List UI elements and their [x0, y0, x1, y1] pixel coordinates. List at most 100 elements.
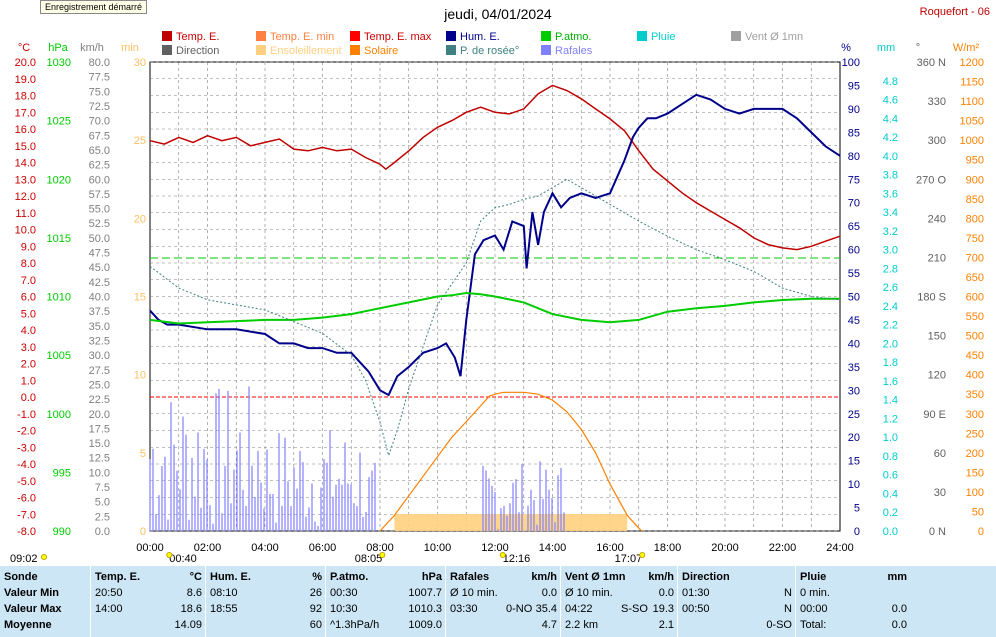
sun-marker-icon	[639, 552, 646, 558]
stats-row: 01:30 N	[682, 587, 792, 602]
temp-tick-label: 5.0	[21, 308, 36, 320]
stats-header-label: Vent Ø 1mn	[565, 571, 626, 583]
mm-tick-label: 4.0	[883, 151, 898, 163]
temp-tick-label: 18.0	[15, 91, 36, 103]
kmh-tick-label: 37.5	[89, 306, 110, 318]
record-status-button[interactable]: Enregistrement démarré	[40, 0, 148, 14]
hpa-tick-label: 1000	[47, 409, 71, 421]
temp-tick-label: 3.0	[21, 342, 36, 354]
sun-marker-icon	[379, 552, 386, 558]
plot-axes: 20.0 19.0 18.0 17.0 16.0 15.0 14.0 13.0 12.0 11.0…	[10, 42, 984, 565]
sun-marker-icon	[499, 552, 506, 558]
series-dewpoint-line	[149, 178, 841, 458]
min-tick-label: 25	[134, 135, 146, 147]
wm2-tick-label: 800	[966, 213, 984, 225]
stats-cell-time: 14:00	[95, 603, 123, 615]
stats-row: 60	[210, 619, 322, 634]
stats-cell-time: 00:30	[330, 587, 358, 599]
mm-tick-label: 3.4	[883, 207, 898, 219]
sun-marker-icon	[166, 552, 173, 558]
legend-item: P. de rosée°	[446, 45, 519, 57]
stats-column-header: Vent Ø 1mn km/h	[565, 571, 674, 586]
stats-label-max: Valeur Max	[4, 603, 62, 615]
legend-label: Direction	[176, 45, 220, 57]
legend-label: Ensoleillement	[270, 45, 342, 57]
kmh-tick-label: 32.5	[89, 335, 110, 347]
temp-tick-label: 8.0	[21, 258, 36, 270]
stats-header-unit: km/h	[648, 571, 674, 583]
kmh-tick-label: 17.5	[89, 423, 110, 435]
legend-label: P. de rosée°	[460, 45, 520, 57]
min-tick-label: 10	[134, 370, 146, 382]
temp-tick-label: 20.0	[15, 57, 36, 69]
stats-row: 04:22 S-SO 19.3	[565, 603, 674, 618]
stats-column: Rafales km/h Ø 10 min. 0.0 03:30 0-NO 35.4 4.7	[445, 566, 561, 637]
wm2-tick-label: 200	[966, 448, 984, 460]
kmh-tick-label: 72.5	[89, 101, 110, 113]
time-tick-label: 22:00	[769, 542, 797, 554]
mm-tick-label: 2.8	[883, 263, 898, 275]
stats-header-label: Direction	[682, 571, 730, 583]
mm-tick-label: 1.4	[883, 395, 898, 407]
solar-noon-label: 12:16	[503, 553, 531, 565]
stats-header-unit: %	[312, 571, 322, 583]
legend-swatch	[162, 45, 172, 55]
wm2-tick-label: 700	[966, 252, 984, 264]
temp-tick-label: -3.0	[17, 442, 36, 454]
pct-tick-label: 90	[848, 104, 860, 116]
pct-tick-label: 0	[854, 526, 860, 538]
degree-tick-label: 360 N	[917, 57, 946, 69]
dawn-time-label: 09:02	[10, 553, 38, 565]
axis-unit-label: °C	[18, 42, 30, 54]
time-tick-label: 24:00	[826, 542, 854, 554]
stats-row: Ø 10 min. 0.0	[565, 587, 674, 602]
time-tick-label: 04:00	[251, 542, 279, 554]
stats-column-header: Hum. E.%	[210, 571, 322, 586]
kmh-tick-label: 65.0	[89, 145, 110, 157]
legend-item: Solaire	[350, 45, 398, 57]
kmh-tick-label: 35.0	[89, 321, 110, 333]
wm2-tick-label: 950	[966, 155, 984, 167]
kmh-tick-label: 15.0	[89, 438, 110, 450]
series-pressure-line	[149, 291, 840, 325]
kmh-tick-label: 47.5	[89, 248, 110, 260]
statistics-panel: Sonde Valeur Min Valeur Max Moyenne Temp…	[0, 566, 996, 637]
stats-row: 0 min.	[800, 587, 907, 602]
stats-cell-time: 18:55	[210, 603, 238, 615]
stats-cell-value: 0.0	[658, 587, 674, 599]
wm2-tick-label: 600	[966, 292, 984, 304]
stats-label-avg: Moyenne	[4, 619, 52, 631]
degree-tick-label: 330	[928, 96, 946, 108]
temp-tick-label: 4.0	[21, 325, 36, 337]
legend-label: Temp. E. min	[270, 31, 335, 43]
chart-title: jeudi, 04/01/2024	[444, 6, 552, 22]
mm-tick-label: 1.8	[883, 357, 898, 369]
legend-item: Temp. E. max	[350, 31, 431, 43]
wm2-tick-label: 1150	[960, 77, 984, 89]
stats-cell-time: Total:	[800, 619, 827, 631]
station-name: Roquefort - 06	[919, 6, 990, 18]
legend-label: Pluie	[651, 31, 676, 43]
temp-tick-label: 7.0	[21, 275, 36, 287]
time-tick-label: 10:00	[424, 542, 452, 554]
legend-swatch	[637, 31, 647, 41]
legend-item: Rafales	[541, 45, 592, 57]
temp-tick-label: 12.0	[15, 191, 36, 203]
sunshine-band	[394, 514, 628, 531]
hpa-tick-label: 1010	[47, 292, 71, 304]
stats-cell-time: 0 min.	[800, 587, 830, 599]
time-tick-label: 12:00	[481, 542, 509, 554]
weather-chart: 20.0 19.0 18.0 17.0 16.0 15.0 14.0 13.0 12.0 11.0…	[10, 42, 984, 565]
kmh-tick-label: 42.5	[89, 277, 110, 289]
stats-row: ^1.3hPa/h 1009.0	[330, 619, 442, 634]
stats-cell-value: 0.0	[891, 619, 907, 631]
min-tick-label: 30	[134, 57, 146, 69]
legend-label: Temp. E.	[176, 31, 220, 43]
hpa-tick-label: 1015	[47, 233, 71, 245]
mm-tick-label: 2.6	[883, 282, 898, 294]
kmh-tick-label: 77.5	[89, 72, 110, 84]
stats-cell-value: 1009.0	[408, 619, 442, 631]
mm-tick-label: 0.4	[883, 488, 898, 500]
wm2-tick-label: 450	[966, 350, 984, 362]
stats-column: Hum. E.% 08:10 26 18:55 92 60	[205, 566, 326, 637]
